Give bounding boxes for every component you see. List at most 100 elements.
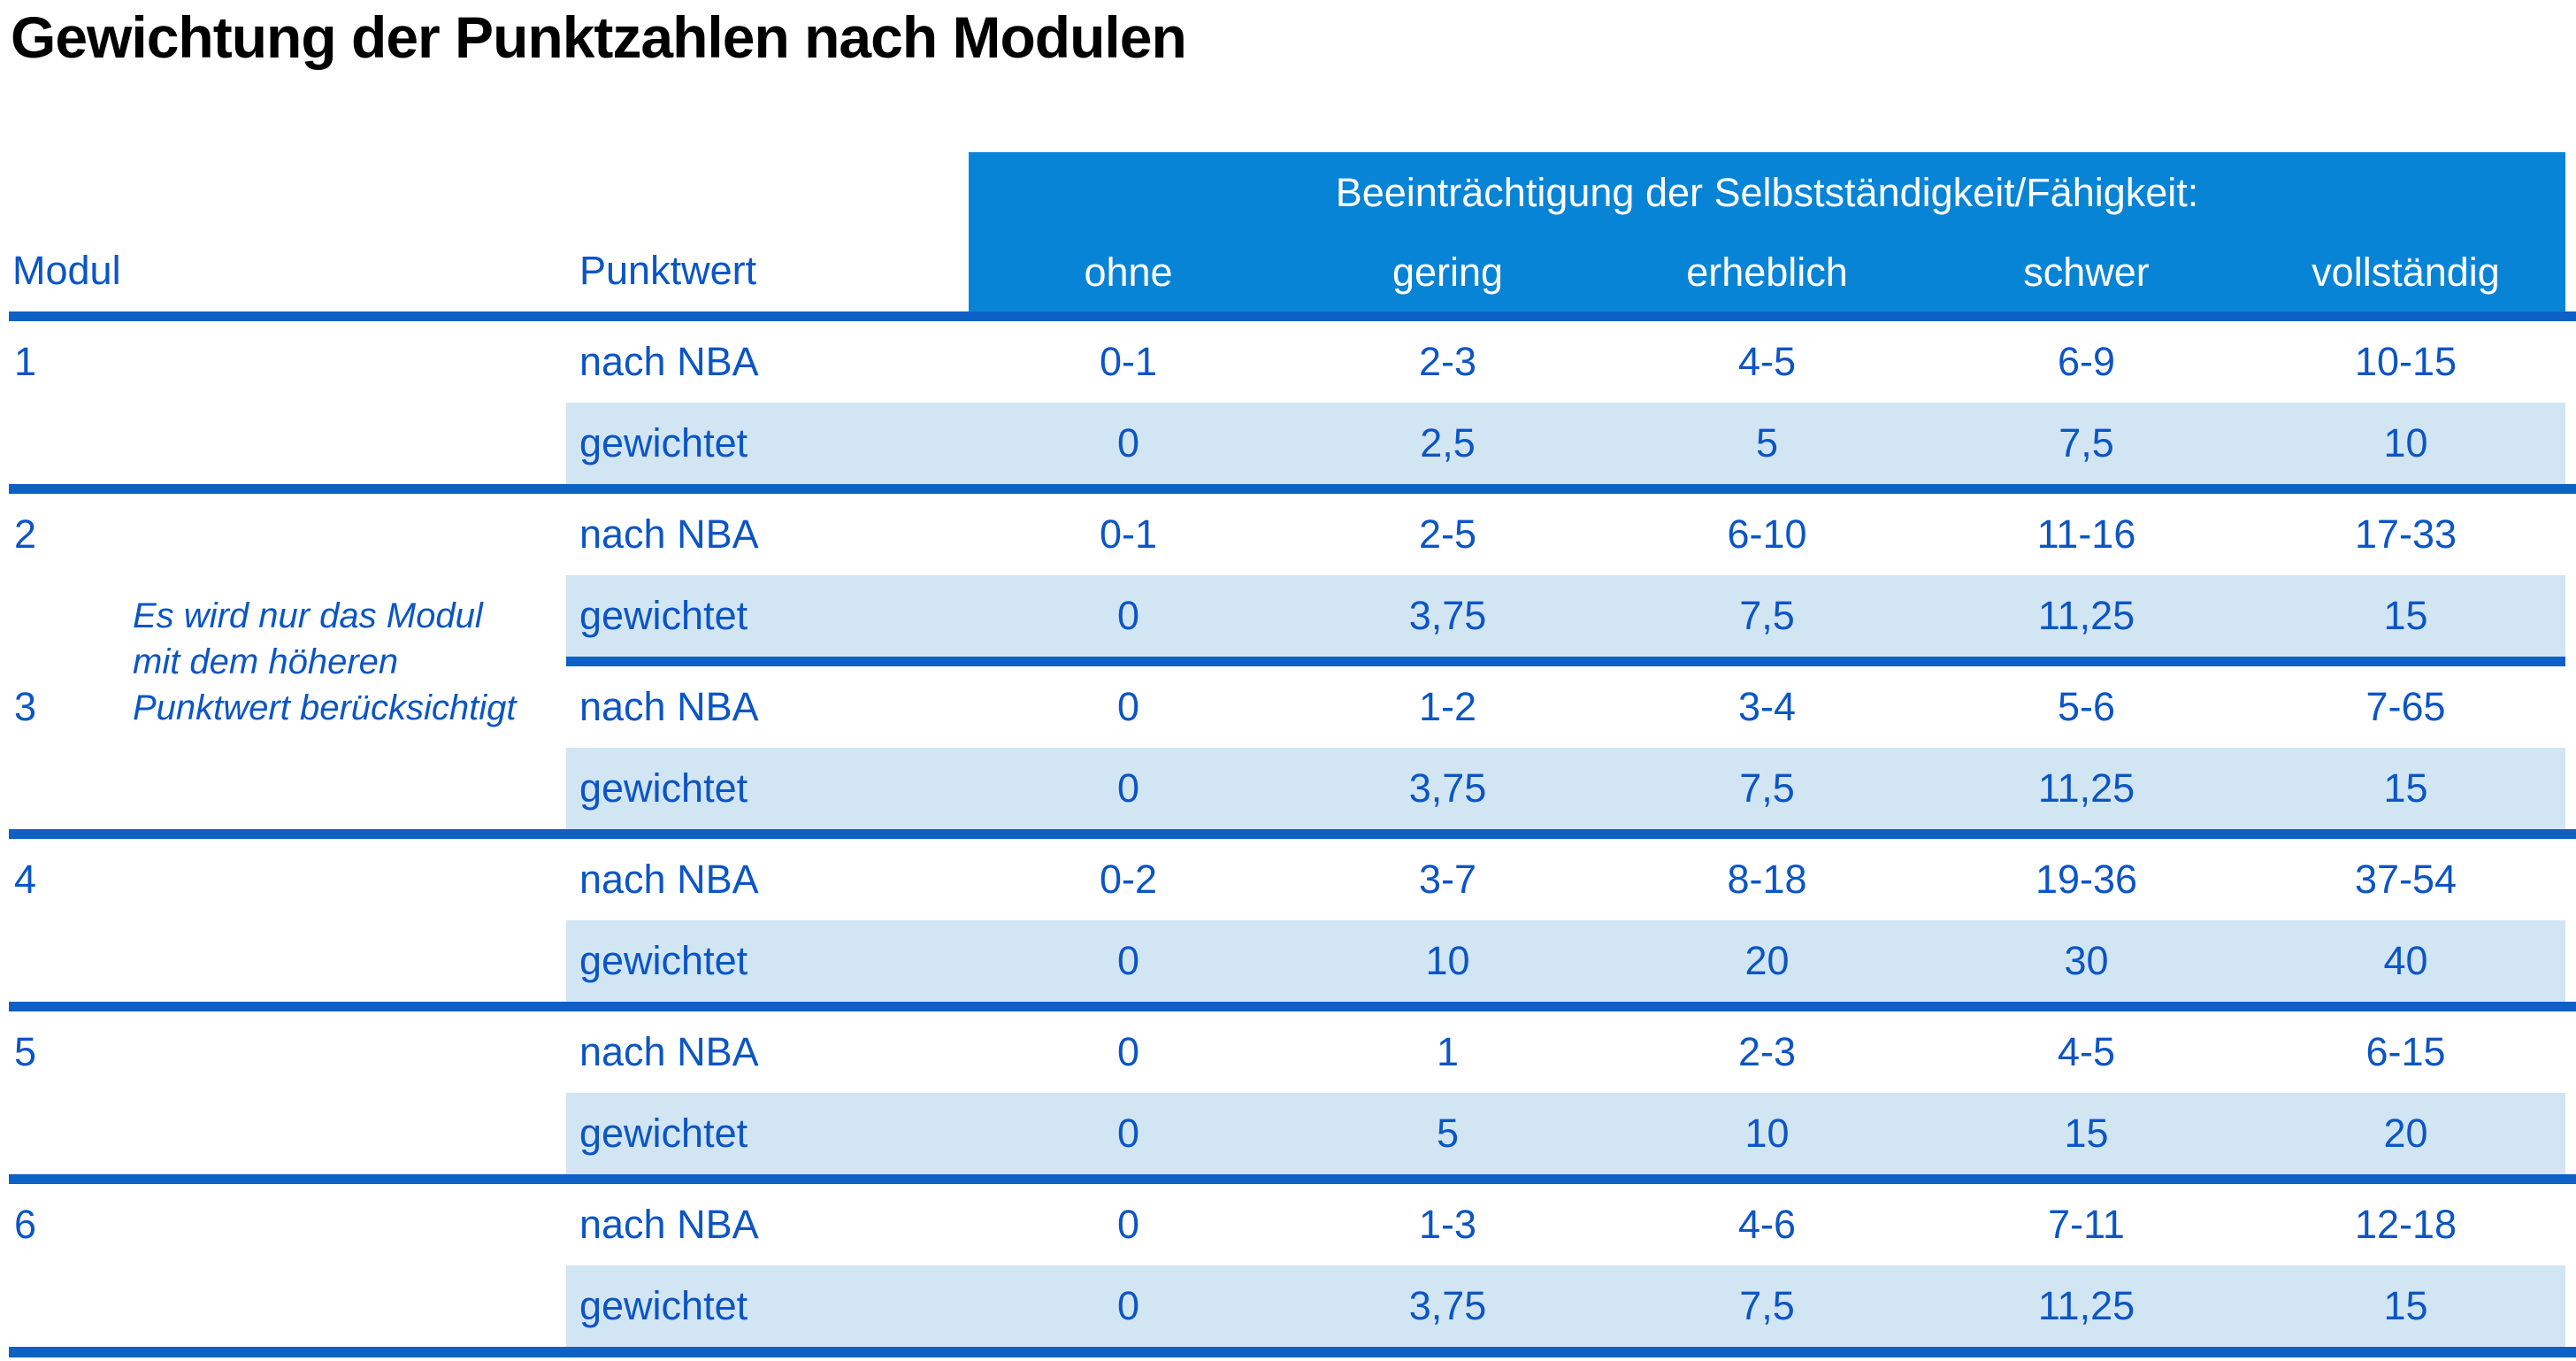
module-number-spacer	[0, 403, 566, 484]
table-row-weighted: gewichtet 0 2,5 5 7,5 10	[0, 403, 2576, 484]
value-cell: 3-4	[1737, 684, 1797, 729]
value-cell: 11-16	[2036, 511, 2136, 557]
module-number-spacer	[0, 920, 566, 1002]
row-label-nba: nach NBA	[579, 1202, 759, 1247]
value-cell: 11,25	[1927, 748, 2246, 829]
module-number: 1	[14, 339, 37, 384]
value-cell: 3,75	[1288, 1265, 1607, 1347]
table-row-nba: 1 nach NBA 0-1 2-3 4-5 6-9 10-15	[0, 321, 2576, 403]
value-cell: 11,25	[1927, 1265, 2246, 1347]
impairment-group-title: Beeinträchtigung der Selbstständigkeit/F…	[1335, 170, 2199, 215]
table-row-weighted: gewichtet 0 3,75 7,5 11,25 15	[0, 575, 2576, 657]
value-cell: 15	[1927, 1093, 2246, 1174]
value-cell: 7,5	[1927, 403, 2246, 484]
table-row-weighted: gewichtet 0 3,75 7,5 11,25 15	[0, 1265, 2576, 1347]
value-cell: 3,75	[1288, 748, 1607, 829]
row-label-nba: nach NBA	[579, 339, 759, 384]
value-cell: 10	[2246, 403, 2565, 484]
value-cell: 7-65	[2365, 684, 2446, 729]
table-row-weighted: gewichtet 0 3,75 7,5 11,25 15	[0, 748, 2576, 829]
value-cell: 0	[969, 575, 1288, 657]
value-cell: 12-18	[2354, 1202, 2457, 1247]
value-cell: 4-5	[2057, 1029, 2116, 1074]
severity-col-header-vollstaendig: vollständig	[2312, 250, 2500, 295]
value-cell: 40	[2246, 920, 2565, 1002]
value-cell: 6-15	[2365, 1029, 2446, 1074]
weights-table: Modul Punktwert Beeinträchtigung der Sel…	[0, 152, 2576, 1357]
severity-col-header-schwer: schwer	[2023, 250, 2150, 295]
value-cell: 7-11	[2048, 1202, 2125, 1247]
module-group-2-3: 2 nach NBA 0-1 2-5 6-10 11-16 17-33 gewi…	[0, 494, 2576, 829]
separator	[9, 484, 2576, 494]
value-cell: 5-6	[2057, 684, 2116, 729]
module-number: 5	[14, 1029, 37, 1074]
module-number: 3	[14, 684, 37, 729]
row-label-nba: nach NBA	[579, 684, 759, 729]
value-cell: 10-15	[2354, 339, 2457, 384]
note-line: Punktwert berücksichtigt	[133, 688, 517, 727]
value-cell: 17-33	[2354, 511, 2457, 557]
value-cell: 1-3	[1418, 1202, 1477, 1247]
row-label-weighted: gewichtet	[566, 1265, 969, 1347]
module-group-5: 5 nach NBA 0 1 2-3 4-5 6-15 gewichtet 0 …	[0, 1011, 2576, 1174]
value-cell: 0	[969, 403, 1288, 484]
module-number-spacer	[0, 1093, 566, 1174]
value-cell: 0-2	[1099, 857, 1158, 902]
value-cell: 8-18	[1727, 857, 1807, 902]
value-cell: 1-2	[1418, 684, 1477, 729]
row-label-weighted: gewichtet	[566, 748, 969, 829]
separator-bottom	[9, 1347, 2576, 1357]
page-title: Gewichtung der Punktzahlen nach Modulen	[11, 4, 1187, 70]
table-header: Modul Punktwert Beeinträchtigung der Sel…	[0, 152, 2576, 311]
value-cell: 10	[1288, 920, 1607, 1002]
value-cell: 20	[1607, 920, 1927, 1002]
module-number: 4	[14, 857, 37, 902]
table-row-nba: 2 nach NBA 0-1 2-5 6-10 11-16 17-33	[0, 494, 2576, 575]
table-row-nba: 3 nach NBA 0 1-2 3-4 5-6 7-65	[0, 666, 2576, 748]
value-cell: 4-6	[1737, 1202, 1797, 1247]
value-cell: 37-54	[2354, 857, 2457, 902]
value-cell: 6-9	[2057, 339, 2116, 384]
severity-col-header-gering: gering	[1392, 250, 1504, 295]
value-cell: 0	[1116, 1029, 1140, 1074]
higher-score-note: Es wird nur das Modul mit dem höheren Pu…	[133, 593, 517, 731]
value-cell: 30	[1927, 920, 2246, 1002]
module-group-6: 6 nach NBA 0 1-3 4-6 7-11 12-18 gewichte…	[0, 1184, 2576, 1347]
table-row-nba: 4 nach NBA 0-2 3-7 8-18 19-36 37-54	[0, 839, 2576, 920]
value-cell: 15	[2246, 1265, 2565, 1347]
value-cell: 2-3	[1418, 339, 1477, 384]
value-cell: 2-5	[1418, 511, 1477, 557]
row-label-weighted: gewichtet	[566, 1093, 969, 1174]
separator	[9, 311, 2576, 321]
value-cell: 3-7	[1418, 857, 1477, 902]
separator-partial	[566, 657, 2565, 666]
value-cell: 4-5	[1737, 339, 1797, 384]
row-label-nba: nach NBA	[579, 857, 759, 902]
value-cell: 15	[2246, 575, 2565, 657]
value-cell: 0	[969, 1265, 1288, 1347]
impairment-header-band: Beeinträchtigung der Selbstständigkeit/F…	[969, 152, 2565, 311]
table-row-weighted: gewichtet 0 5 10 15 20	[0, 1093, 2576, 1174]
value-cell: 0	[969, 748, 1288, 829]
value-cell: 6-10	[1727, 511, 1807, 557]
value-cell: 2-3	[1737, 1029, 1797, 1074]
value-cell: 0-1	[1099, 339, 1158, 384]
table-row-nba: 5 nach NBA 0 1 2-3 4-5 6-15	[0, 1011, 2576, 1093]
row-label-weighted: gewichtet	[566, 575, 969, 657]
value-cell: 0	[1116, 684, 1140, 729]
value-cell: 11,25	[1927, 575, 2246, 657]
severity-col-header-erheblich: erheblich	[1686, 250, 1848, 295]
severity-col-header-ohne: ohne	[1084, 250, 1173, 295]
module-number-spacer	[0, 1265, 566, 1347]
value-cell: 15	[2246, 748, 2565, 829]
table-row-weighted: gewichtet 0 10 20 30 40	[0, 920, 2576, 1002]
separator	[9, 1002, 2576, 1011]
module-group-4: 4 nach NBA 0-2 3-7 8-18 19-36 37-54 gewi…	[0, 839, 2576, 1002]
value-cell: 0	[969, 920, 1288, 1002]
value-cell: 1	[1436, 1029, 1460, 1074]
note-line: Es wird nur das Modul	[133, 596, 483, 635]
col-header-punktwert: Punktwert	[579, 248, 757, 293]
module-number: 2	[14, 511, 37, 557]
value-cell: 5	[1288, 1093, 1607, 1174]
row-label-nba: nach NBA	[579, 1029, 759, 1074]
